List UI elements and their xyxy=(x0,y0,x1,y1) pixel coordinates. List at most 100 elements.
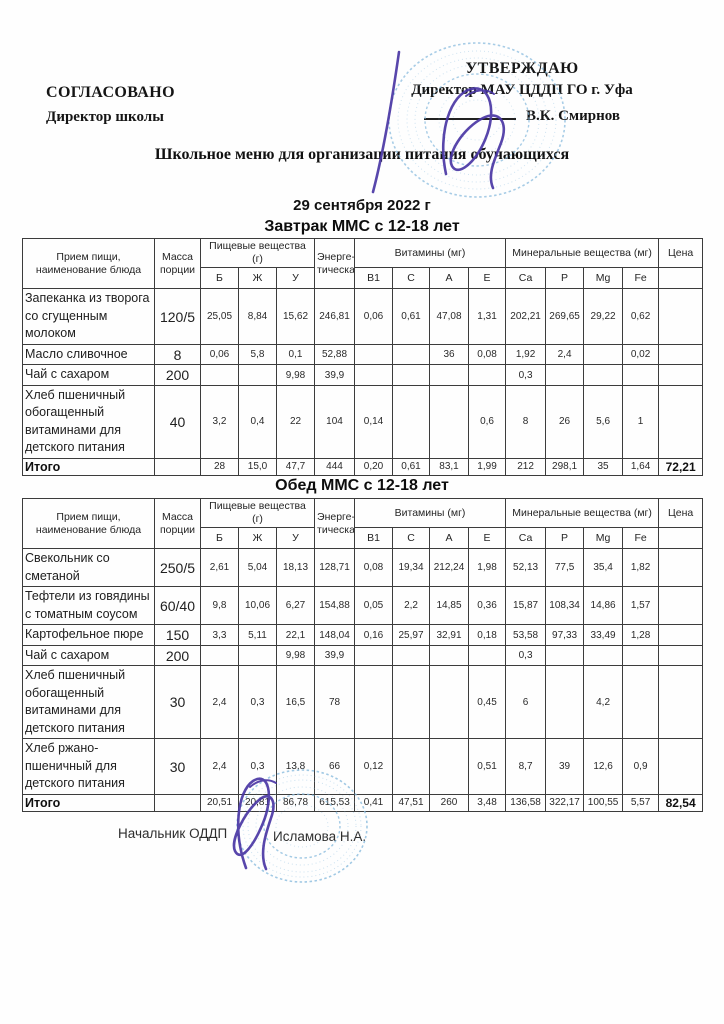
col-header-meal: Прием пищи, наименование блюда xyxy=(22,497,155,550)
col-group-vitamins: Витамины (мг) xyxy=(354,497,507,529)
value-cell: 0,06 xyxy=(354,288,394,345)
total-label-cell: Итого xyxy=(22,793,155,812)
col-header-fat: Ж xyxy=(238,267,277,290)
breakfast-table-title: Завтрак ММС с 12-18 лет xyxy=(264,218,460,235)
value-cell: 0,14 xyxy=(354,384,394,459)
value-cell: 0,08 xyxy=(468,343,507,366)
col-header-a: А xyxy=(429,527,470,550)
value-cell: 3,2 xyxy=(200,384,239,459)
mass-cell: 60/40 xyxy=(154,586,201,626)
value-cell: 39,9 xyxy=(314,644,356,667)
value-cell: 14,86 xyxy=(583,586,624,626)
price-cell xyxy=(658,343,704,366)
value-cell: 22,1 xyxy=(275,624,316,646)
value-cell: 39,9 xyxy=(314,364,356,386)
value-cell: 0,16 xyxy=(354,624,394,646)
value-cell xyxy=(354,644,394,667)
dish-name-cell: Хлеб пшеничный обогащенный витаминами дл… xyxy=(22,384,155,459)
value-cell: 1,92 xyxy=(505,343,547,366)
price-cell xyxy=(658,586,704,626)
col-header-carbs: У xyxy=(275,267,316,290)
col-header-protein: Б xyxy=(200,527,239,550)
total-value-cell: 5,57 xyxy=(622,793,660,812)
value-cell: 2,4 xyxy=(200,738,239,795)
col-header-c: С xyxy=(392,527,431,550)
approved-right-role: Директор МАУ ЦДДП ГО г. Уфа xyxy=(411,82,633,98)
value-cell: 212,24 xyxy=(429,548,470,588)
dish-name-cell: Свекольник со сметаной xyxy=(22,548,155,588)
approval-left-block: СОГЛАСОВАНО Директор школы xyxy=(46,84,266,126)
value-cell xyxy=(354,665,394,740)
col-header-e: Е xyxy=(468,267,507,290)
total-value-cell: 86,78 xyxy=(275,793,316,812)
menu-row: Хлеб пшеничный обогащенный витаминами дл… xyxy=(22,384,704,459)
value-cell: 128,71 xyxy=(314,548,356,588)
value-cell: 1,82 xyxy=(622,548,660,588)
total-value-cell: 298,1 xyxy=(545,457,585,476)
total-price-cell: 82,54 xyxy=(658,793,704,812)
footer-role-label: Начальник ОДДП xyxy=(118,826,228,841)
mass-cell: 120/5 xyxy=(154,288,201,345)
value-cell: 4,2 xyxy=(583,665,624,740)
col-header-p: Р xyxy=(545,527,585,550)
approved-right-title: УТВЕРЖДАЮ xyxy=(465,60,579,77)
value-cell: 0,12 xyxy=(354,738,394,795)
col-header-meal: Прием пищи, наименование блюда xyxy=(22,237,155,290)
menu-row: Чай с сахаром 200 9,98 39,9 0,3 xyxy=(22,644,704,667)
value-cell xyxy=(238,364,277,386)
value-cell: 35,4 xyxy=(583,548,624,588)
menu-row: Запеканка из творога со сгущенным молоко… xyxy=(22,288,704,345)
price-cell xyxy=(658,644,704,667)
value-cell xyxy=(429,364,470,386)
header-row-sub: Б Ж У В1 С А Е Са Р Mg Fe xyxy=(23,527,704,550)
col-group-nutrients: Пищевые вещества (г) xyxy=(199,497,316,529)
value-cell: 13,8 xyxy=(275,738,316,795)
header-row-groups: Прием пищи, наименование блюда Масса пор… xyxy=(22,497,704,550)
value-cell xyxy=(545,665,585,740)
col-group-vitamins: Витамины (мг) xyxy=(354,237,507,269)
col-group-minerals: Минеральные вещества (мг) xyxy=(505,237,660,269)
value-cell: 0,61 xyxy=(392,288,431,345)
col-header-price-empty xyxy=(658,527,704,550)
value-cell: 39 xyxy=(545,738,585,795)
value-cell: 8,7 xyxy=(505,738,547,795)
total-row: Итого 20,51 20,81 86,78 615,53 0,41 47,51 260 3,… xyxy=(22,793,704,812)
price-cell xyxy=(658,738,704,795)
value-cell: 1,28 xyxy=(622,624,660,646)
header-row-groups: Прием пищи, наименование блюда Масса пор… xyxy=(22,237,704,290)
value-cell: 0,18 xyxy=(468,624,507,646)
price-cell xyxy=(658,384,704,459)
value-cell: 9,98 xyxy=(275,364,316,386)
value-cell: 29,22 xyxy=(583,288,624,345)
value-cell: 5,11 xyxy=(238,624,277,646)
value-cell: 1,98 xyxy=(468,548,507,588)
approved-right-signatory: В.К. Смирнов xyxy=(372,108,672,125)
total-value-cell: 47,51 xyxy=(392,793,431,812)
value-cell xyxy=(238,644,277,667)
value-cell: 0,3 xyxy=(238,665,277,740)
value-cell: 8,84 xyxy=(238,288,277,345)
total-value-cell: 100,55 xyxy=(583,793,624,812)
value-cell xyxy=(622,665,660,740)
value-cell: 1,57 xyxy=(622,586,660,626)
approved-left-role: Директор школы xyxy=(46,109,164,125)
value-cell: 36 xyxy=(429,343,470,366)
value-cell xyxy=(429,665,470,740)
value-cell xyxy=(429,738,470,795)
value-cell: 5,04 xyxy=(238,548,277,588)
value-cell: 78 xyxy=(314,665,356,740)
col-header-price-empty xyxy=(658,267,704,290)
value-cell xyxy=(583,644,624,667)
value-cell: 22 xyxy=(275,384,316,459)
value-cell: 47,08 xyxy=(429,288,470,345)
col-header-a: А xyxy=(429,267,470,290)
menu-row: Картофельное пюре 150 3,3 5,11 22,1 148,04 0,1… xyxy=(22,624,704,646)
value-cell: 66 xyxy=(314,738,356,795)
value-cell: 19,34 xyxy=(392,548,431,588)
total-row: Итого 28 15,0 47,7 444 0,20 0,61 83,1 1,99 212 298… xyxy=(22,457,704,476)
mass-cell: 40 xyxy=(154,384,201,459)
price-cell xyxy=(658,288,704,345)
value-cell: 0,6 xyxy=(468,384,507,459)
value-cell: 25,97 xyxy=(392,624,431,646)
total-value-cell: 444 xyxy=(314,457,356,476)
